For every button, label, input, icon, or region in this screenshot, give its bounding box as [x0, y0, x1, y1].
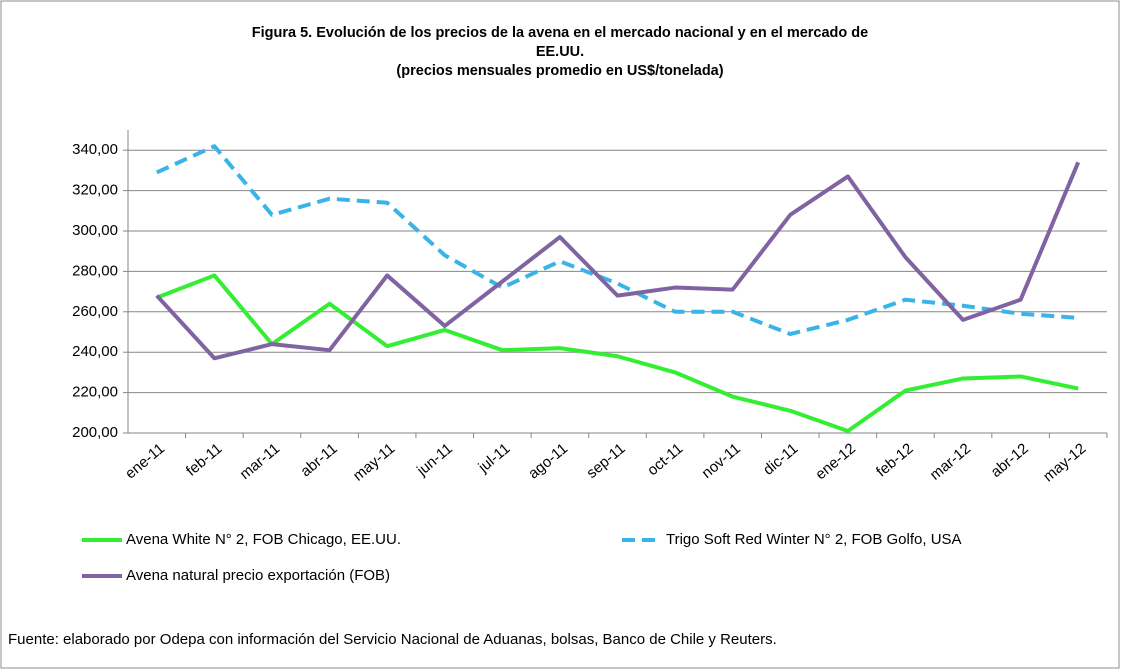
chart-title: Figura 5. Evolución de los precios de la… — [252, 25, 868, 41]
series-line — [155, 144, 1079, 337]
chart-title: (precios mensuales promedio en US$/tonel… — [396, 63, 723, 79]
legend-label: Avena White N° 2, FOB Chicago, EE.UU. — [126, 531, 401, 548]
legend-label: Trigo Soft Red Winter N° 2, FOB Golfo, U… — [666, 531, 962, 548]
series-line — [155, 161, 1081, 361]
y-tick-label: 300,00 — [72, 222, 118, 239]
series-line — [156, 273, 1079, 433]
y-tick-label: 220,00 — [72, 384, 118, 401]
y-tick-label: 240,00 — [72, 343, 118, 360]
y-tick-label: 320,00 — [72, 182, 118, 199]
y-tick-label: 260,00 — [72, 303, 118, 320]
source-note: Fuente: elaborado por Odepa con informac… — [8, 631, 777, 648]
legend-label: Avena natural precio exportación (FOB) — [126, 567, 390, 584]
y-tick-label: 280,00 — [72, 262, 118, 279]
chart-title: EE.UU. — [536, 44, 584, 60]
y-tick-label: 340,00 — [72, 141, 118, 158]
y-tick-label: 200,00 — [72, 424, 118, 441]
